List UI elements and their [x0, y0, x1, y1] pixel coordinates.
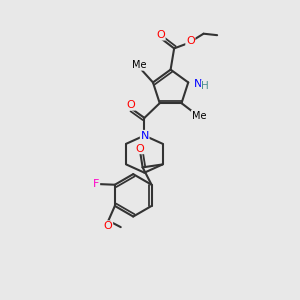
- Text: O: O: [136, 143, 144, 154]
- Text: O: O: [127, 100, 135, 110]
- Text: N: N: [140, 130, 149, 141]
- Text: O: O: [186, 36, 195, 46]
- Text: O: O: [104, 221, 112, 231]
- Text: F: F: [93, 179, 100, 189]
- Text: Me: Me: [132, 60, 147, 70]
- Text: O: O: [156, 30, 165, 40]
- Text: N: N: [194, 79, 202, 89]
- Text: H: H: [202, 81, 209, 91]
- Text: Me: Me: [192, 110, 206, 121]
